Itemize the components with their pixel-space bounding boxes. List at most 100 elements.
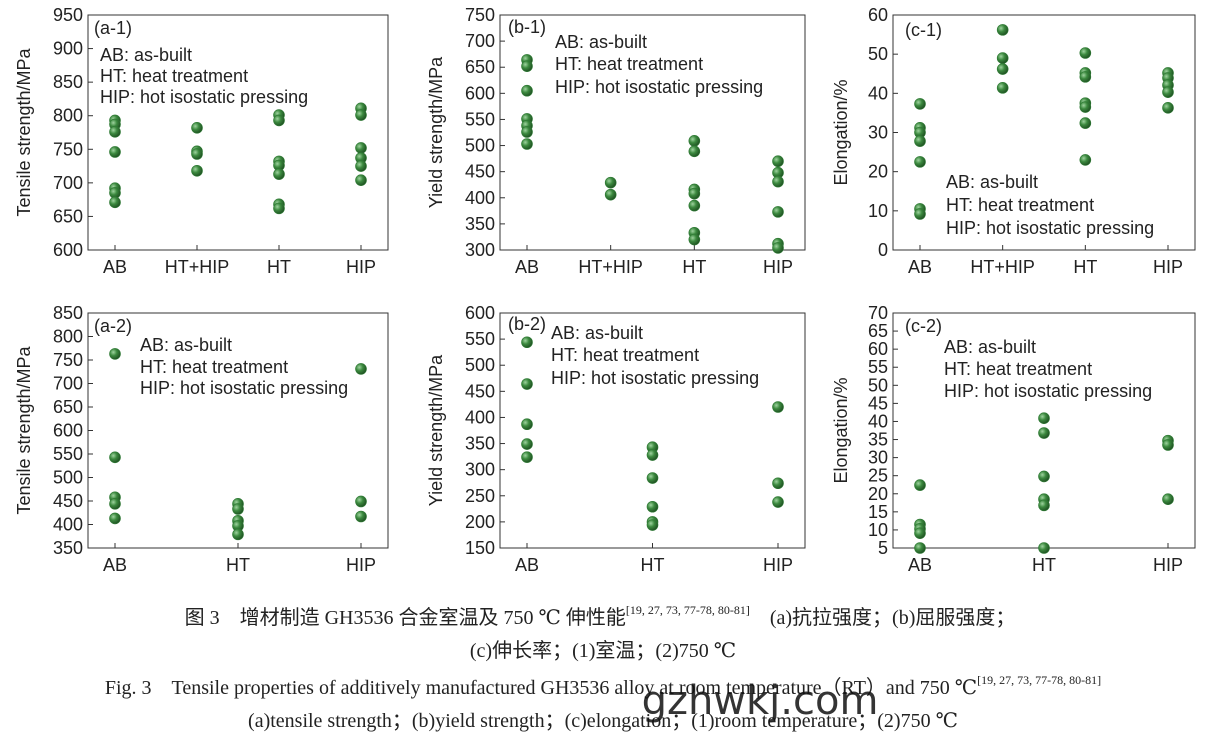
point	[191, 164, 203, 177]
y-tick-label: 450	[53, 491, 83, 511]
point	[688, 187, 701, 200]
point	[521, 418, 533, 431]
y-tick-label: 650	[53, 206, 83, 226]
point	[646, 472, 659, 484]
legend-note: HT: heat treatment	[944, 359, 1092, 379]
watermark: gzhwkj.com	[642, 678, 879, 724]
point	[109, 126, 121, 138]
y-tick-label: 300	[465, 240, 495, 260]
y-tick-label: 550	[53, 444, 83, 464]
x-tick-label: HT+HIP	[578, 257, 643, 277]
y-tick-label: 300	[465, 460, 495, 480]
point	[688, 233, 701, 246]
x-tick-label: HT+HIP	[165, 257, 230, 277]
point	[772, 242, 784, 254]
point	[914, 135, 926, 147]
y-tick-label: 250	[465, 486, 495, 506]
point	[1038, 412, 1050, 425]
y-tick-label: 0	[878, 240, 888, 260]
y-tick-label: 500	[465, 136, 495, 156]
point	[355, 174, 367, 186]
panel-label: (a-2)	[94, 316, 132, 336]
point	[914, 479, 926, 491]
y-tick-label: 350	[53, 538, 83, 558]
point	[191, 122, 203, 134]
point	[1079, 154, 1092, 166]
legend-note: HIP: hot isostatic pressing	[140, 378, 348, 398]
x-tick-label: HIP	[346, 555, 376, 575]
y-tick-label: 200	[465, 512, 495, 532]
y-tick-label: 500	[53, 468, 83, 488]
caption-text: (a)抗拉强度；(b)屈服强度；	[750, 606, 1016, 629]
legend-note: HT: heat treatment	[555, 54, 703, 74]
point	[1079, 47, 1092, 59]
y-tick-label: 750	[465, 5, 495, 25]
x-tick-label: AB	[515, 555, 539, 575]
point	[232, 503, 244, 515]
point	[688, 145, 701, 158]
point	[355, 109, 367, 121]
point	[914, 542, 926, 554]
y-tick-label: 30	[868, 123, 888, 143]
x-tick-label: HT	[682, 257, 706, 277]
legend-note: HT: heat treatment	[946, 195, 1094, 215]
legend-note: AB: as-built	[555, 32, 647, 52]
x-tick-label: HIP	[763, 257, 793, 277]
point	[1038, 542, 1050, 554]
point	[109, 196, 121, 209]
x-tick-label: AB	[515, 257, 539, 277]
y-tick-label: 40	[868, 83, 888, 103]
y-tick-label: 5	[878, 538, 888, 558]
point	[1162, 439, 1174, 451]
y-axis-label: Elongation/%	[831, 377, 851, 483]
y-tick-label: 20	[868, 162, 888, 182]
caption-text: Fig. 3 Tensile properties of additively …	[105, 676, 977, 699]
x-tick-label: HT	[1073, 257, 1097, 277]
legend-note: HIP: hot isostatic pressing	[551, 368, 759, 388]
caption-text: 图 3 增材制造 GH3536 合金室温及 750 ℃ 伸性能	[185, 606, 626, 629]
y-tick-label: 350	[465, 214, 495, 234]
legend-note: AB: as-built	[946, 172, 1038, 192]
point	[996, 52, 1009, 64]
point	[688, 199, 701, 212]
point	[646, 449, 659, 461]
y-tick-label: 800	[53, 106, 83, 126]
point	[604, 176, 617, 189]
y-tick-label: 30	[868, 448, 888, 468]
point	[914, 527, 926, 539]
y-tick-label: 550	[465, 329, 495, 349]
point	[1162, 102, 1174, 114]
legend-note: HT: heat treatment	[100, 66, 248, 86]
point	[355, 142, 367, 154]
y-tick-label: 700	[53, 173, 83, 193]
point	[772, 401, 784, 413]
panel-label: (c-1)	[905, 20, 942, 40]
y-tick-label: 450	[465, 162, 495, 182]
y-tick-label: 50	[868, 375, 888, 395]
panel-label: (c-2)	[905, 316, 942, 336]
legend-note: HT: heat treatment	[551, 345, 699, 365]
point	[996, 82, 1009, 94]
caption-cn-1: 图 3 增材制造 GH3536 合金室温及 750 ℃ 伸性能[19, 27, …	[185, 603, 1016, 629]
y-tick-label: 600	[465, 83, 495, 103]
point	[232, 528, 244, 541]
point	[521, 378, 533, 390]
y-tick-label: 35	[868, 430, 888, 450]
x-tick-label: HT	[1032, 555, 1056, 575]
y-tick-label: 150	[465, 538, 495, 558]
point	[1038, 470, 1050, 483]
point	[1038, 499, 1050, 512]
x-tick-label: HT	[226, 555, 250, 575]
point	[772, 496, 784, 508]
plot-frame	[87, 14, 389, 251]
point	[521, 438, 533, 450]
point	[1079, 117, 1092, 129]
y-tick-label: 600	[465, 303, 495, 323]
legend-note: HIP: hot isostatic pressing	[946, 218, 1154, 238]
x-tick-label: HIP	[1153, 555, 1183, 575]
legend-note: HIP: hot isostatic pressing	[100, 87, 308, 107]
y-tick-label: 650	[465, 57, 495, 77]
y-tick-label: 550	[465, 109, 495, 129]
y-tick-label: 60	[868, 339, 888, 359]
